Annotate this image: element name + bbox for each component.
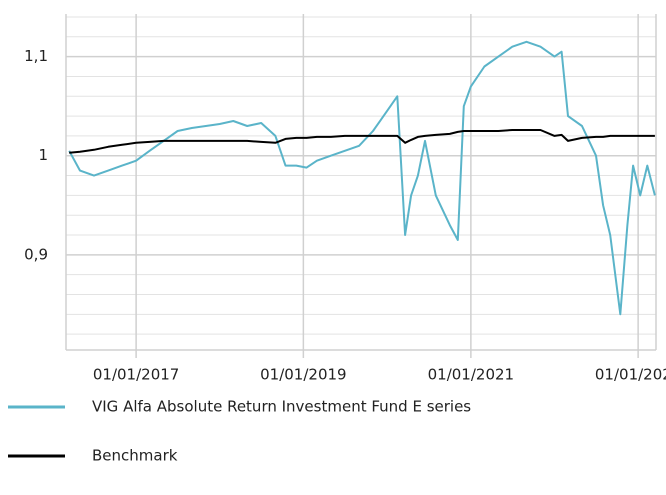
y-tick-label: 1 bbox=[38, 146, 48, 164]
y-tick-label: 0,9 bbox=[24, 245, 48, 263]
legend-label: Benchmark bbox=[92, 447, 178, 465]
y-tick-label: 1,1 bbox=[24, 47, 48, 65]
x-tick-label: 01/01/2023 bbox=[595, 366, 666, 384]
series-line bbox=[69, 129, 655, 154]
x-tick-label: 01/01/2017 bbox=[93, 366, 179, 384]
series-line bbox=[68, 40, 656, 316]
legend-label: VIG Alfa Absolute Return Investment Fund… bbox=[92, 398, 471, 416]
x-tick-label: 01/01/2019 bbox=[260, 366, 346, 384]
x-tick-label: 01/01/2021 bbox=[428, 366, 514, 384]
